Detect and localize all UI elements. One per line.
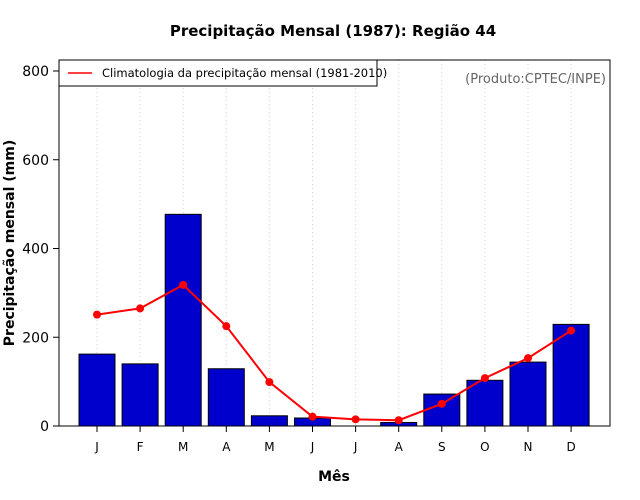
climatology-point [222, 322, 231, 331]
legend-box [58, 59, 378, 87]
x-tick-label: F [137, 440, 144, 454]
y-axis-label: Precipitação mensal (mm) [2, 140, 18, 346]
x-tick-label: S [438, 440, 446, 454]
y-tick-label: 600 [22, 153, 49, 169]
source-annotation: (Produto:CPTEC/INPE) [465, 72, 606, 87]
x-tick-label: J [310, 440, 315, 454]
climatology-point [93, 310, 101, 319]
y-tick-label: 400 [22, 242, 49, 258]
bar [423, 393, 461, 427]
climatology-point [351, 415, 360, 424]
bar [78, 353, 116, 427]
y-tick-label: 200 [22, 330, 49, 346]
climatology-point [136, 304, 145, 313]
y-tick-label: 800 [22, 64, 49, 80]
x-tick-label: A [395, 440, 404, 454]
bar [250, 415, 288, 427]
climatology-point [265, 378, 274, 387]
bar [509, 361, 547, 427]
x-tick-label: D [566, 440, 575, 454]
bars [78, 213, 590, 427]
x-tick-label: N [524, 440, 533, 454]
bar [552, 323, 590, 427]
x-tick-label: A [222, 440, 231, 454]
y-tick-label: 0 [40, 419, 49, 435]
chart-title: Precipitação Mensal (1987): Região 44 [170, 22, 496, 40]
bar [164, 213, 202, 427]
x-tick-label: J [94, 440, 99, 454]
climatology-point [480, 374, 489, 383]
bar [207, 368, 245, 427]
legend-label: Climatologia da precipitação mensal (198… [102, 66, 387, 80]
climatology-point [524, 354, 532, 363]
climatology-series-line [96, 283, 572, 422]
x-tick-label: M [178, 440, 188, 454]
climatology-point [437, 399, 446, 408]
x-axis-label: Mês [318, 469, 350, 485]
x-tick-label: M [264, 440, 274, 454]
climatology-point [567, 326, 576, 335]
climatology-point [179, 280, 188, 289]
climatology-line [93, 280, 576, 425]
x-tick-label: O [480, 440, 489, 454]
bar [121, 363, 159, 427]
legend: Climatologia da precipitação mensal (198… [58, 59, 387, 87]
climatology-point [394, 416, 403, 425]
climatology-point [308, 412, 317, 421]
bar [466, 379, 504, 427]
x-tick-label: J [353, 440, 358, 454]
y-axis: 0 200 400 600 800 [22, 64, 59, 435]
